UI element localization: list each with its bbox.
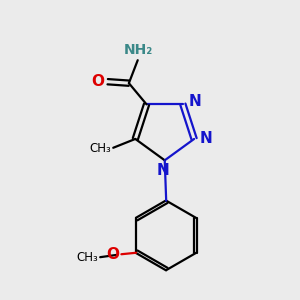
Text: N: N bbox=[157, 163, 169, 178]
Text: N: N bbox=[188, 94, 201, 109]
Text: N: N bbox=[200, 131, 213, 146]
Text: CH₃: CH₃ bbox=[89, 142, 111, 155]
Text: NH₂: NH₂ bbox=[124, 43, 153, 57]
Text: O: O bbox=[106, 247, 119, 262]
Text: O: O bbox=[92, 74, 105, 88]
Text: CH₃: CH₃ bbox=[76, 251, 98, 264]
